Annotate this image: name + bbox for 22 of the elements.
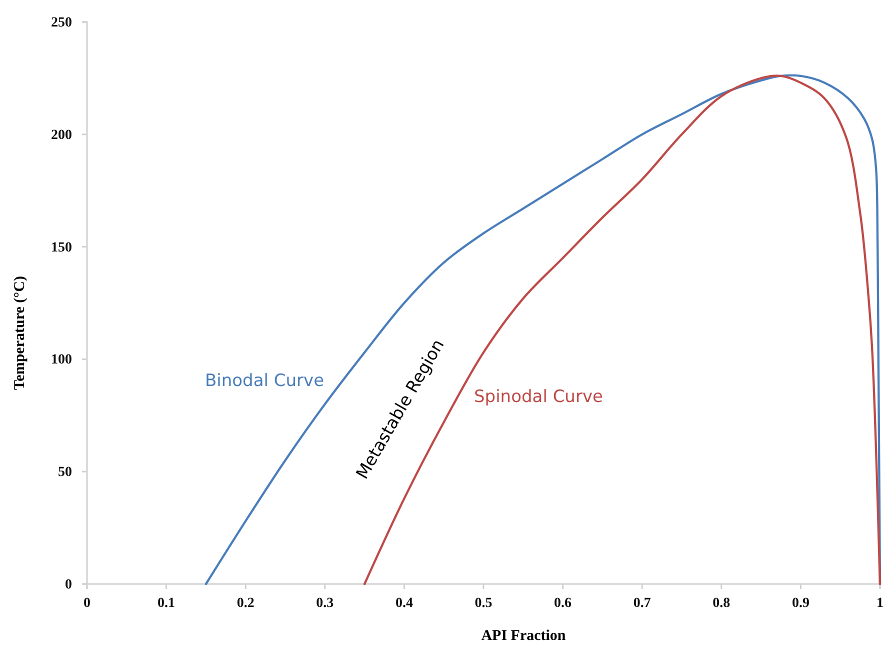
- series-label: Spinodal Curve: [474, 387, 603, 407]
- line-series: [204, 74, 882, 586]
- y-tick-label: 50: [58, 465, 72, 480]
- y-tick-label: 200: [51, 128, 72, 143]
- x-tick-label: 0: [84, 596, 90, 611]
- x-tick-label: 0.7: [633, 596, 651, 611]
- y-axis-title: Temperature (°C): [12, 276, 28, 390]
- x-tick-label: 1: [876, 596, 884, 611]
- y-tick-label: 150: [51, 240, 72, 256]
- x-tick-label: 0.9: [792, 596, 810, 611]
- x-axis-title: API Fraction: [481, 628, 566, 644]
- series-label: Binodal Curve: [205, 371, 324, 391]
- x-tick-label: 0.3: [316, 596, 334, 611]
- y-tick-label: 0: [65, 577, 72, 592]
- x-tick-label: 0.8: [712, 596, 730, 611]
- x-tick-label: 0.6: [554, 596, 572, 611]
- x-tick-label: 0.2: [236, 596, 254, 611]
- y-tick-label: 100: [51, 352, 72, 368]
- x-tick-label: 0.5: [474, 596, 492, 611]
- x-tick-label: 0.1: [158, 596, 176, 611]
- x-tick-label: 0.4: [395, 596, 413, 611]
- y-tick-label: 250: [51, 15, 72, 30]
